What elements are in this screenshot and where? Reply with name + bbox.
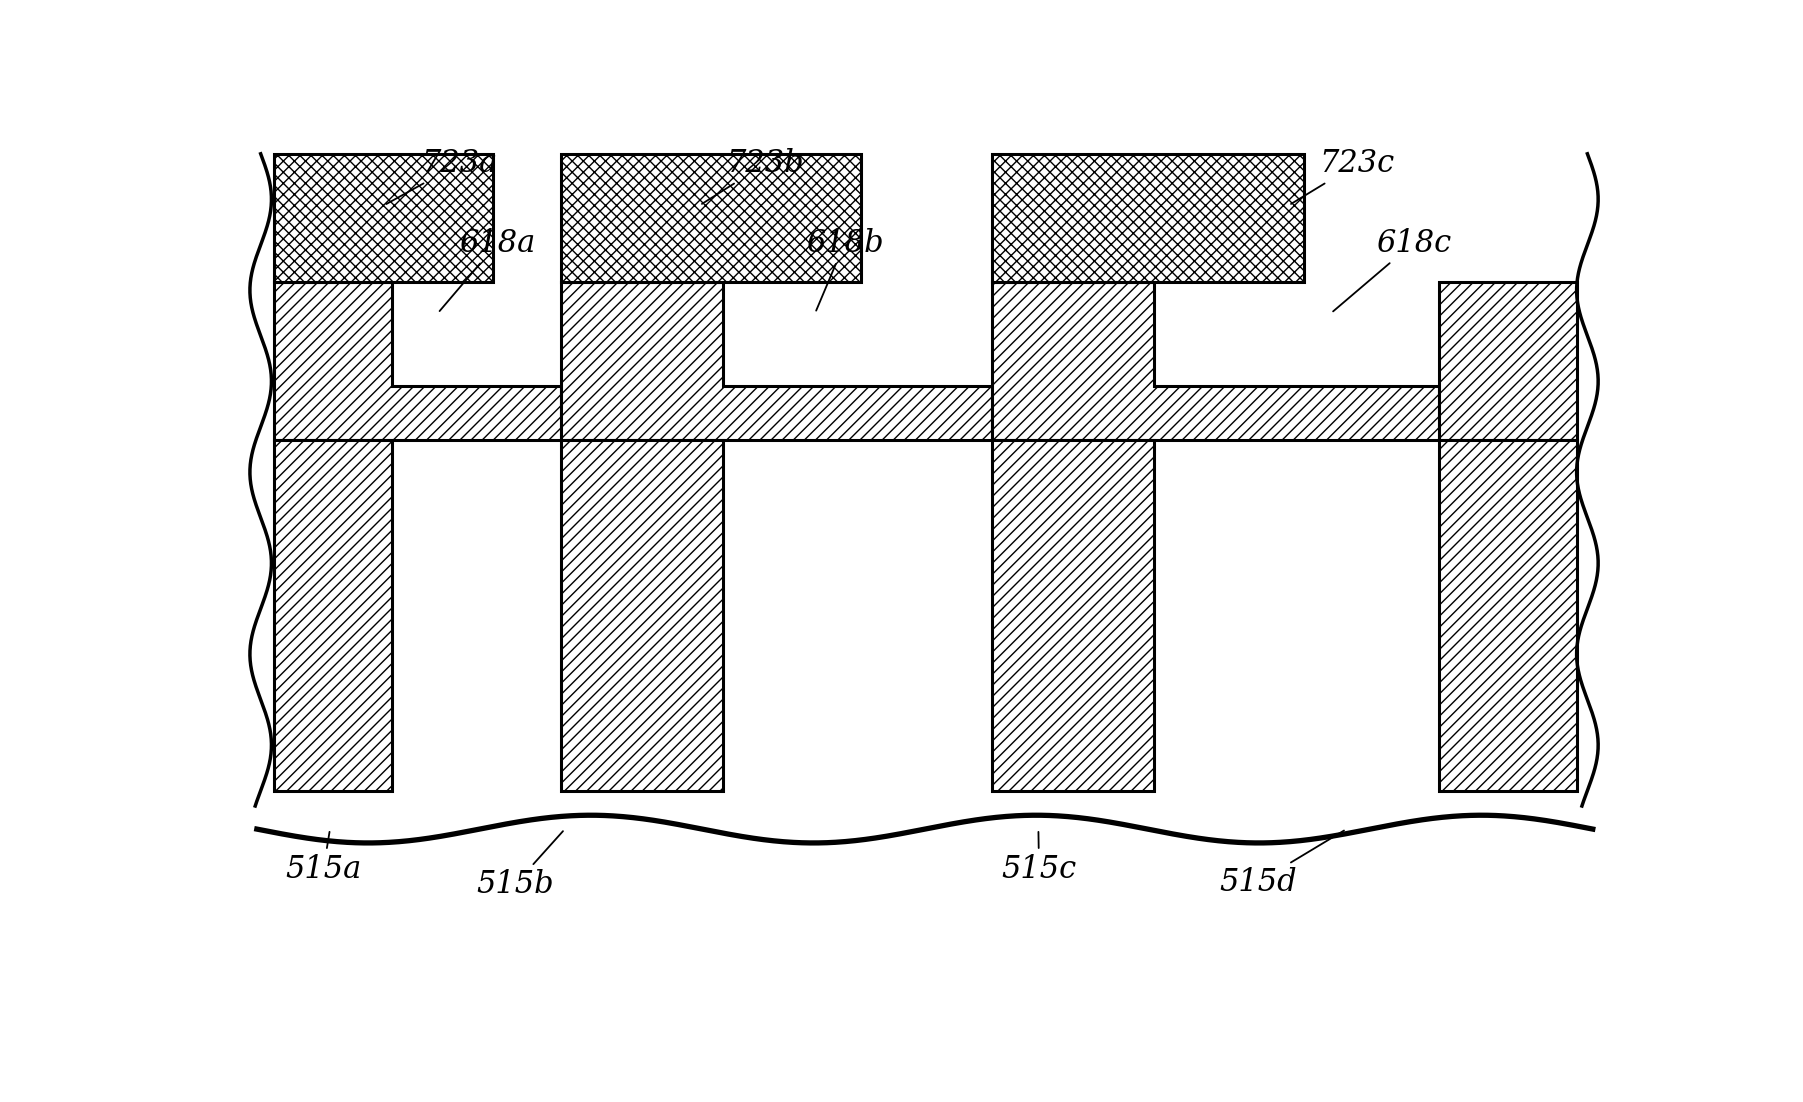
Text: 515d: 515d <box>1219 831 1343 898</box>
Polygon shape <box>992 282 1439 440</box>
Polygon shape <box>561 282 992 440</box>
Text: 723a: 723a <box>386 149 498 204</box>
Bar <box>992 154 1304 282</box>
Text: 618c: 618c <box>1332 228 1451 312</box>
Bar <box>274 154 494 282</box>
Bar <box>1439 282 1578 440</box>
Text: 723b: 723b <box>701 149 804 204</box>
Bar <box>992 440 1154 790</box>
Bar <box>274 440 391 790</box>
Bar <box>561 440 723 790</box>
Text: 723c: 723c <box>1291 149 1396 204</box>
Polygon shape <box>274 282 561 440</box>
Text: 618a: 618a <box>440 228 535 311</box>
Bar <box>1439 440 1578 790</box>
Text: 515a: 515a <box>285 832 362 885</box>
Text: 515b: 515b <box>476 831 563 900</box>
Text: 515c: 515c <box>1001 832 1076 885</box>
Text: 618b: 618b <box>806 228 883 311</box>
Bar <box>561 154 862 282</box>
